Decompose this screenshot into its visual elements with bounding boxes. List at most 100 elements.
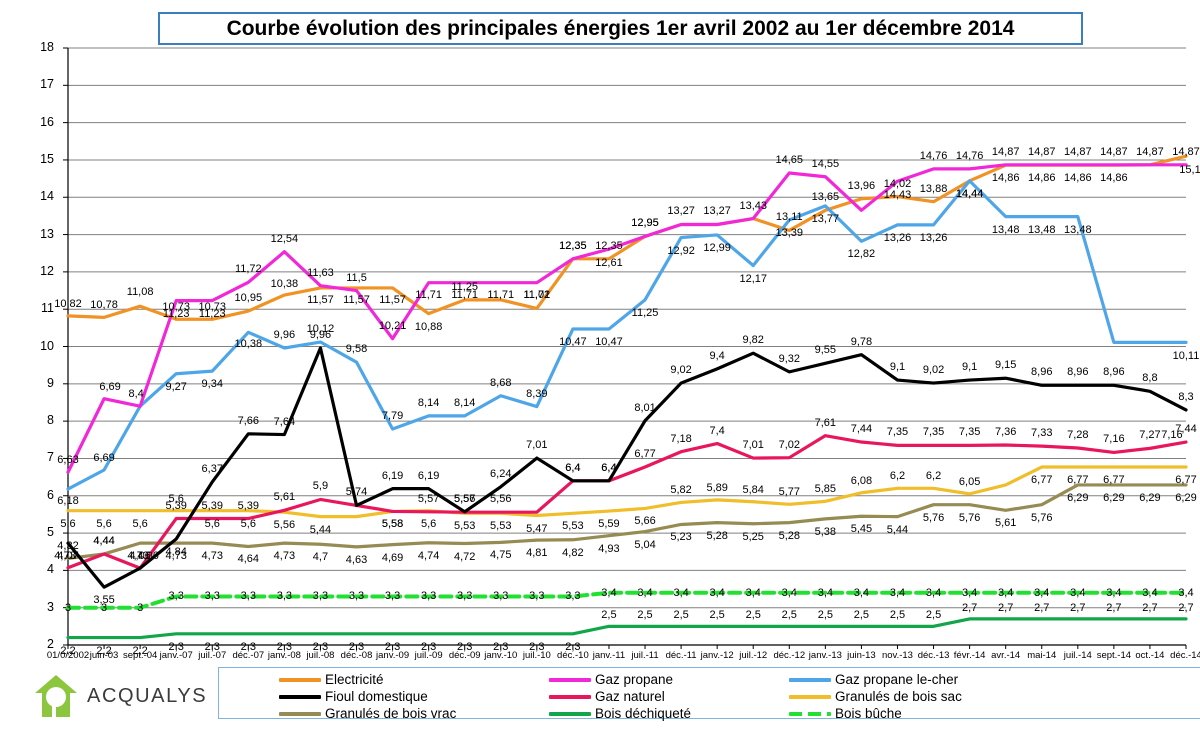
data-point-label: 11,57 xyxy=(343,293,370,306)
data-point-label: 10,11 xyxy=(1172,350,1200,363)
data-point-label: 9,58 xyxy=(345,343,368,356)
legend-item-gaz-propane-le-cher[interactable]: Gaz propane le-cher xyxy=(789,672,958,687)
data-point-label: 13,65 xyxy=(811,191,840,204)
data-point-label: 11,08 xyxy=(126,286,154,299)
data-point-label: 3,3 xyxy=(420,590,437,603)
legend-label: Gaz propane le-cher xyxy=(835,672,959,687)
data-point-label: 8,4 xyxy=(128,388,144,401)
legend-item-bois-d-chiquet[interactable]: Bois déchiqueté xyxy=(549,706,691,721)
data-point-label: 6,2 xyxy=(925,470,942,483)
y-tick-label: 18 xyxy=(40,40,54,54)
y-tick-label: 11 xyxy=(41,301,54,316)
brand-name: ACQUALYS xyxy=(87,684,208,707)
x-tick-label: déc.-14 xyxy=(1170,650,1200,661)
data-point-label: 13,43 xyxy=(739,199,767,212)
data-point-label: 10,38 xyxy=(270,278,299,290)
data-point-label: 12,82 xyxy=(847,248,876,261)
data-point-label: 6,24 xyxy=(490,467,512,480)
data-point-label: 13,48 xyxy=(991,223,1020,236)
data-point-label: 5,56 xyxy=(273,519,296,532)
x-tick-label: mai-14 xyxy=(1027,650,1057,661)
legend-item-gaz-naturel[interactable]: Gaz naturel xyxy=(549,689,665,704)
legend-color-swatch xyxy=(549,694,591,699)
data-point-label: 3,55 xyxy=(93,594,115,607)
legend-color-swatch xyxy=(279,711,321,716)
data-point-label: 12,95 xyxy=(631,217,659,230)
data-point-label: 5,53 xyxy=(562,520,584,533)
x-tick-label: juil.-07 xyxy=(198,650,227,661)
data-point-label: 6,69 xyxy=(93,452,115,464)
data-point-label: 14,65 xyxy=(775,153,804,166)
data-point-label: 4,73 xyxy=(127,550,149,563)
legend-item-electricit[interactable]: Electricité xyxy=(279,672,384,687)
legend-item-gaz-propane[interactable]: Gaz propane xyxy=(549,672,673,687)
data-point-label: 6,77 xyxy=(1067,474,1089,487)
data-point-label: 14,87 xyxy=(1136,145,1164,158)
data-point-label: 10,21 xyxy=(378,319,407,332)
data-point-label: 2,3 xyxy=(312,640,329,653)
data-point-label: 13,11 xyxy=(775,211,803,224)
x-tick-label: janv.-10 xyxy=(484,650,518,661)
x-tick-label: déc.-13 xyxy=(917,650,950,661)
x-tick-label: déc.-12 xyxy=(773,650,806,661)
data-point-label: 7,36 xyxy=(994,426,1017,438)
x-tick-label: déc.-10 xyxy=(557,650,589,661)
x-tick-label: janv.-07 xyxy=(159,650,193,661)
data-point-label: 2,7 xyxy=(1034,601,1050,614)
data-point-label: 2,3 xyxy=(348,640,365,653)
legend-label: Bois bûche xyxy=(835,706,902,721)
data-point-label: 8,3 xyxy=(1178,390,1194,403)
data-point-label: 6,4 xyxy=(565,461,581,474)
data-point-label: 9,27 xyxy=(165,380,187,393)
legend-item-granul-s-de-bois-sac[interactable]: Granulés de bois sac xyxy=(789,689,962,704)
legend-item-fioul-domestique[interactable]: Fioul domestique xyxy=(279,689,428,704)
house-tree-icon xyxy=(35,675,77,717)
data-point-label: 7,16 xyxy=(1103,433,1125,446)
data-point-label: 10,88 xyxy=(414,320,443,333)
data-point-label: 4,44 xyxy=(93,534,115,547)
data-point-label: 11,71 xyxy=(451,288,479,301)
data-point-label: 5,39 xyxy=(201,499,223,512)
data-point-label: 3,4 xyxy=(1034,586,1050,599)
data-point-label: 3,3 xyxy=(493,590,509,603)
data-point-label: 4,82 xyxy=(562,546,584,559)
data-point-label: 8,96 xyxy=(1067,366,1089,379)
legend-item-granul-s-de-bois-vrac[interactable]: Granulés de bois vrac xyxy=(279,706,456,721)
y-tick-label: 17 xyxy=(40,77,54,92)
data-point-label: 4,72 xyxy=(453,550,476,563)
data-point-label: 4,84 xyxy=(165,546,187,559)
data-point-label: 9,32 xyxy=(778,352,800,365)
data-point-label: 4,73 xyxy=(273,550,296,563)
x-tick-label: oct.-14 xyxy=(1135,650,1165,661)
data-point-label: 4,73 xyxy=(165,550,187,563)
data-point-label: 14,76 xyxy=(955,149,984,162)
data-point-label: 11,57 xyxy=(307,293,334,306)
data-point-label: 2,2 xyxy=(132,644,148,657)
x-tick-label: 01/0/2002 xyxy=(46,650,90,661)
data-point-label: 2,7 xyxy=(1106,601,1122,614)
y-tick-label: 2 xyxy=(47,637,54,651)
x-tick-label: janv.-12 xyxy=(700,650,734,661)
data-point-label: 2,3 xyxy=(276,640,293,653)
data-point-label: 6,37 xyxy=(201,462,223,475)
data-point-label: 2,3 xyxy=(457,640,473,653)
data-point-label: 7,18 xyxy=(670,432,692,445)
y-tick-label: 14 xyxy=(40,189,54,204)
data-point-label: 3,4 xyxy=(1142,586,1158,599)
data-point-label: 13,39 xyxy=(775,227,804,239)
data-point-label: 3,4 xyxy=(637,586,653,599)
data-point-label: 3 xyxy=(137,601,144,614)
y-tick-label: 10 xyxy=(40,338,54,353)
legend-color-swatch xyxy=(789,694,831,699)
legend-item-bois-b-che[interactable]: Bois bûche xyxy=(789,706,902,721)
data-point-label: 3,4 xyxy=(1070,586,1086,599)
x-tick-label: janv.-13 xyxy=(808,650,842,661)
data-point-label: 10,12 xyxy=(306,323,335,336)
x-tick-label: janv.-08 xyxy=(267,650,301,661)
data-point-label: 11,25 xyxy=(631,306,659,319)
data-point-label: 6,05 xyxy=(958,475,981,488)
data-point-label: 6,29 xyxy=(1175,491,1197,504)
data-point-label: 9,96 xyxy=(309,328,332,341)
data-point-label: 7,44 xyxy=(850,423,873,436)
data-point-label: 4,07 xyxy=(57,549,79,562)
